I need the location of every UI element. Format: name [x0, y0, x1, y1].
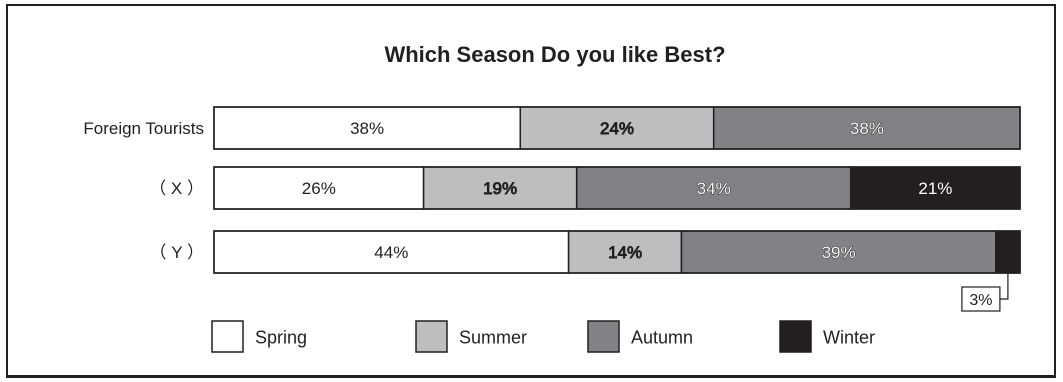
data-label: 21%	[918, 179, 952, 198]
chart-svg: Which Season Do you like Best? Foreign T…	[83, 42, 1021, 353]
callout-label: 3%	[969, 292, 992, 309]
data-label: 38%	[350, 119, 384, 138]
legend-swatch	[211, 320, 244, 353]
bar-outline	[213, 106, 1021, 150]
bar-segment	[519, 106, 715, 150]
chart-frame: Which Season Do you like Best? Foreign T…	[6, 4, 1056, 378]
bar-outline	[213, 166, 1021, 210]
callout-box	[961, 286, 1001, 312]
row-label: （ Y ）	[150, 243, 204, 262]
legend-swatch	[415, 320, 448, 353]
row-label: Foreign Tourists	[83, 119, 204, 138]
legend-label: Spring	[255, 328, 307, 348]
row-label: （ X ）	[149, 179, 204, 198]
callout-leader	[999, 273, 1009, 300]
bar-segment	[213, 106, 522, 150]
data-label: 19%	[483, 179, 517, 198]
bar-outline	[213, 230, 1021, 274]
bar-segment	[575, 166, 852, 210]
bar-segment	[995, 230, 1021, 274]
data-label: 26%	[302, 179, 336, 198]
bars-layer: Foreign Tourists 38% 24% 38% （ X ） 26% 19% 34% 2…	[83, 106, 1021, 312]
data-label: 24%	[600, 119, 634, 138]
legend-label: Winter	[823, 328, 875, 348]
data-label: 38%	[850, 119, 884, 138]
legend-label: Summer	[459, 328, 527, 348]
legend-label: Autumn	[631, 328, 693, 348]
chart-title: Which Season Do you like Best?	[384, 42, 725, 67]
legend-swatch	[587, 320, 620, 353]
bar-segment	[849, 166, 1021, 210]
data-label: 14%	[608, 243, 642, 262]
data-label: 34%	[697, 179, 731, 198]
legend-swatch	[779, 320, 812, 353]
data-label: 44%	[374, 243, 408, 262]
data-label: 39%	[822, 243, 856, 262]
legend: Spring Summer Autumn Winter	[211, 320, 875, 353]
